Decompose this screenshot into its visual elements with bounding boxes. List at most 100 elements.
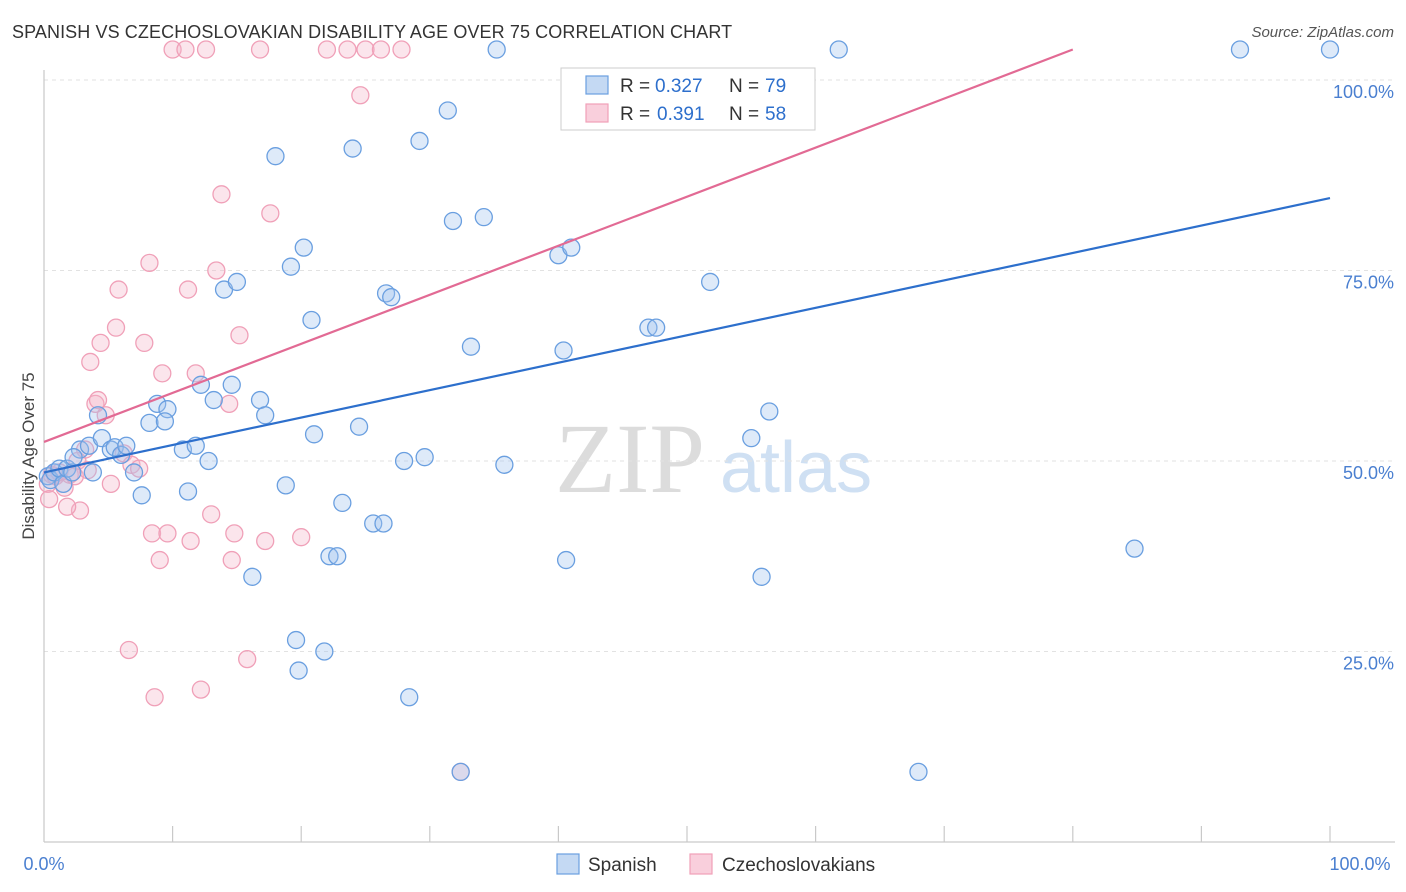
spanish-point-28	[222, 375, 241, 394]
spanish-point-29	[227, 272, 247, 292]
spanish-point-36	[286, 630, 306, 650]
spanish-point-66	[700, 272, 720, 292]
spanish-point-38	[294, 238, 313, 257]
czechoslovakians-point-27	[176, 40, 195, 59]
czechoslovakians-point-19	[135, 333, 154, 353]
czechoslovakians-point-49	[371, 40, 391, 59]
czechoslovakians-point-20	[140, 253, 159, 273]
y-tick-labels: 25.0% 50.0% 75.0% 100.0%	[1333, 82, 1394, 674]
czechoslovakians-point-9	[81, 352, 100, 372]
spanish-point-77	[556, 550, 576, 570]
spanish-point-15	[117, 436, 136, 455]
legend-r-label-1: R =	[620, 76, 650, 97]
spanish-point-71	[909, 762, 928, 782]
czechoslovakians-point-31	[191, 680, 211, 699]
spanish-point-32	[256, 406, 275, 425]
czechoslovakians-point-35	[212, 185, 231, 204]
spanish-point-22	[178, 482, 198, 501]
chart-source: Source: ZipAtlas.com	[1251, 24, 1394, 41]
spanish-point-68	[752, 567, 771, 586]
y-tick-label-75: 75.0%	[1343, 273, 1394, 293]
spanish-point-44	[333, 493, 352, 513]
legend-r-value-2: 0.391	[657, 104, 705, 125]
czechoslovakians-point-22	[145, 688, 164, 707]
spanish-point-33	[266, 147, 285, 166]
czechoslovakians-point-48	[356, 40, 375, 59]
spanish-point-17	[132, 486, 151, 505]
y-tick-label-25: 25.0%	[1343, 654, 1394, 674]
czechoslovakians-point-37	[222, 550, 241, 570]
spanish-point-78	[155, 412, 175, 431]
czechoslovakians-point-51	[88, 390, 108, 410]
spanish-point-46	[349, 417, 369, 436]
czechoslovakians-points	[38, 40, 470, 782]
czechoslovakians-point-15	[109, 280, 128, 299]
bottom-legend-label-czechoslovakians: Czechoslovakians	[722, 855, 875, 876]
czechoslovakians-point-14	[106, 318, 126, 337]
czechoslovakians-point-21	[142, 524, 162, 543]
spanish-point-69	[760, 402, 779, 421]
czechoslovakians-point-39	[230, 326, 249, 345]
czechoslovakians-point-29	[181, 531, 200, 551]
czechoslovakians-point-45	[317, 40, 337, 59]
spanish-point-30	[243, 567, 262, 586]
spanish-point-62	[554, 341, 573, 360]
spanish-point-18	[140, 413, 159, 433]
watermark-zip: ZIP	[555, 403, 705, 514]
spanish-point-55	[438, 101, 457, 120]
czechoslovakians-point-52	[57, 497, 77, 516]
spanish-point-72	[1125, 539, 1144, 558]
x-tick-label-max: 100.0%	[1329, 854, 1390, 874]
czechoslovakians-point-38	[225, 524, 244, 543]
czechoslovakians-trend-line	[43, 48, 1074, 443]
bottom-legend-swatch-spanish	[556, 853, 580, 875]
spanish-point-41	[315, 642, 334, 661]
series-legend: Spanish Czechoslovakians	[556, 853, 875, 876]
spanish-point-43	[328, 547, 347, 566]
czechoslovakians-point-47	[351, 86, 370, 105]
spanish-point-70	[829, 40, 848, 59]
y-axis-title: Disability Age Over 75	[19, 372, 38, 539]
axes	[43, 70, 1395, 843]
spanish-point-45	[343, 139, 362, 158]
correlation-legend: R = 0.327 N = 79 R = 0.391 N = 58	[560, 67, 816, 131]
spanish-point-57	[461, 337, 481, 356]
czechoslovakians-point-23	[150, 550, 169, 570]
legend-n-value-2: 58	[765, 104, 786, 125]
czechoslovakians-point-28	[178, 280, 198, 299]
spanish-points	[38, 40, 1340, 782]
czechoslovakians-point-34	[207, 261, 226, 280]
czechoslovakians-point-11	[91, 333, 110, 353]
chart-title: SPANISH VS CZECHOSLOVAKIAN DISABILITY AG…	[12, 22, 733, 42]
czechoslovakians-point-33	[202, 505, 221, 524]
spanish-point-48	[374, 514, 393, 533]
y-tick-label-50: 50.0%	[1343, 463, 1394, 483]
bottom-legend-swatch-czechoslovakians	[689, 853, 713, 875]
y-tick-label-100: 100.0%	[1333, 82, 1394, 102]
spanish-point-31	[250, 390, 270, 410]
trend-lines	[43, 48, 1331, 474]
watermark-atlas: atlas	[720, 428, 872, 508]
czechoslovakians-point-40	[238, 649, 257, 669]
spanish-point-64	[639, 318, 658, 337]
spanish-point-42	[320, 547, 339, 566]
spanish-point-65	[646, 318, 666, 337]
spanish-point-76	[64, 448, 83, 467]
czechoslovakians-point-44	[292, 528, 311, 547]
spanish-point-40	[304, 425, 324, 444]
x-tick-label-min: 0.0%	[23, 854, 64, 874]
czechoslovakians-point-41	[250, 40, 270, 59]
x-ticks	[172, 826, 1331, 842]
spanish-point-58	[474, 208, 493, 227]
legend-swatch-czechoslovakians	[585, 103, 609, 123]
czechoslovakians-point-43	[261, 204, 280, 223]
czechoslovakians-point-50	[392, 40, 411, 59]
legend-swatch-spanish	[585, 75, 609, 95]
spanish-point-74	[1320, 40, 1340, 59]
spanish-trend-line	[43, 197, 1331, 474]
czechoslovakians-point-25	[158, 524, 177, 543]
spanish-point-34	[276, 476, 295, 495]
czechoslovakians-point-13	[101, 474, 121, 494]
spanish-point-51	[394, 451, 414, 471]
spanish-point-47	[364, 514, 383, 533]
